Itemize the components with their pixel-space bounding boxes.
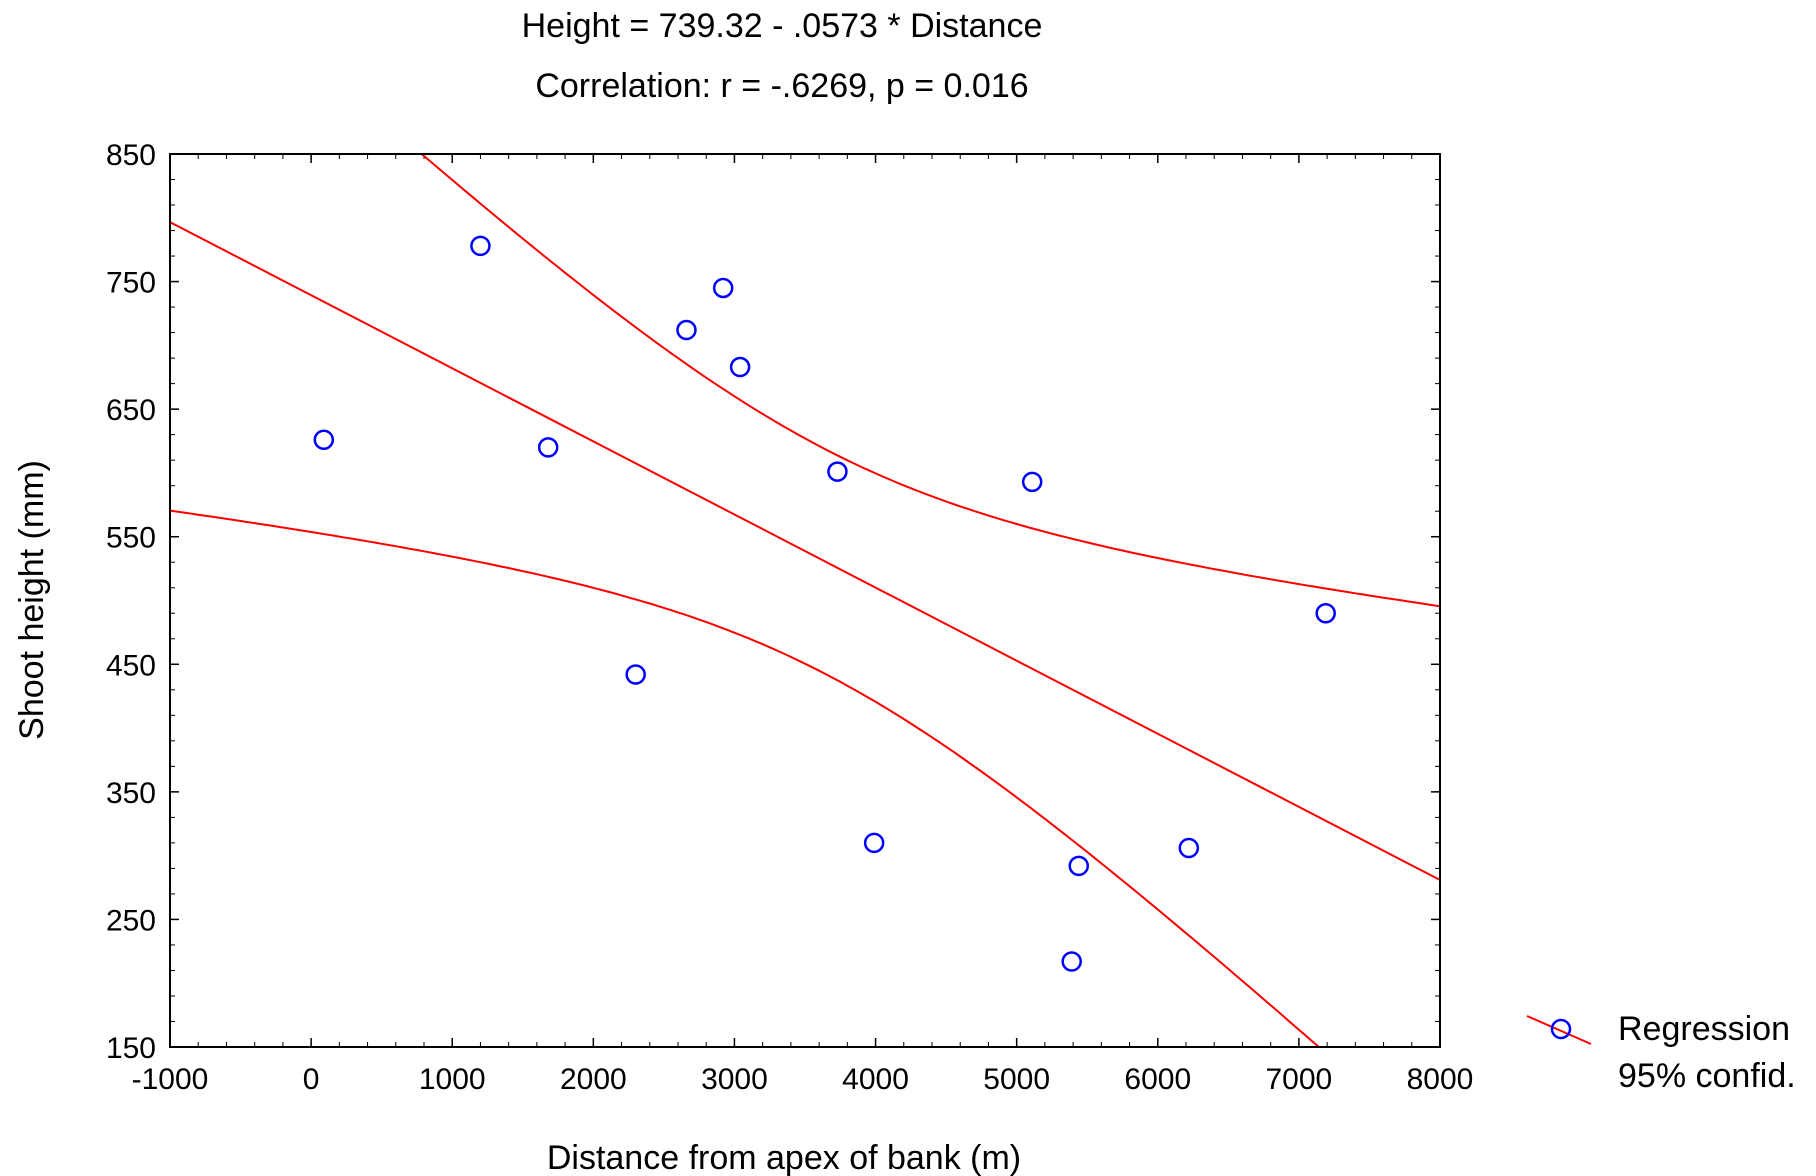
chart-title: Height = 739.32 - .0573 * Distance bbox=[522, 7, 1043, 45]
data-point bbox=[1178, 837, 1200, 859]
x-axis-label: Distance from apex of bank (m) bbox=[547, 1139, 1021, 1176]
x-tick-label: 6000 bbox=[1124, 1063, 1191, 1096]
data-point bbox=[1061, 951, 1082, 972]
y-tick-label: 350 bbox=[106, 777, 156, 810]
legend-label-regression: Regression bbox=[1618, 1010, 1790, 1048]
y-tick-label: 450 bbox=[106, 649, 156, 682]
legend-marker-sample bbox=[1550, 1018, 1572, 1040]
y-tick-label: 150 bbox=[106, 1032, 156, 1065]
confidence-band-upper bbox=[420, 154, 1440, 608]
data-point bbox=[712, 277, 734, 299]
x-tick-label: 5000 bbox=[983, 1063, 1050, 1096]
x-tick-label: 3000 bbox=[701, 1063, 768, 1096]
x-tick-label: 0 bbox=[303, 1063, 320, 1096]
data-point bbox=[1315, 603, 1336, 624]
data-point bbox=[729, 356, 751, 378]
regression-line bbox=[170, 221, 1440, 881]
data-point bbox=[470, 235, 491, 257]
data-point bbox=[313, 429, 335, 451]
x-tick-label: 2000 bbox=[560, 1063, 627, 1096]
data-point bbox=[676, 319, 697, 341]
legend: Regression 95% confid. bbox=[1526, 1010, 1796, 1095]
x-tick-label: -1000 bbox=[132, 1063, 209, 1096]
plot-frame bbox=[169, 153, 1441, 1048]
y-tick-label: 750 bbox=[106, 267, 156, 300]
data-point bbox=[537, 437, 559, 458]
data-point bbox=[1021, 471, 1043, 493]
y-tick-label: 650 bbox=[106, 394, 156, 427]
chart-subtitle: Correlation: r = -.6269, p = 0.016 bbox=[535, 67, 1028, 105]
data-point bbox=[1068, 855, 1090, 877]
x-tick-label: 8000 bbox=[1407, 1063, 1474, 1096]
confidence-band-lower bbox=[170, 509, 1321, 1047]
x-tick-label: 7000 bbox=[1266, 1063, 1333, 1096]
x-tick-label: 4000 bbox=[842, 1063, 909, 1096]
y-tick-label: 250 bbox=[106, 904, 156, 937]
data-point bbox=[625, 664, 646, 685]
legend-label-confidence: 95% confid. bbox=[1618, 1057, 1796, 1095]
x-tick-label: 1000 bbox=[419, 1063, 486, 1096]
y-axis-label: Shoot height (mm) bbox=[13, 460, 51, 740]
y-tick-label: 850 bbox=[106, 139, 156, 172]
data-point bbox=[827, 461, 848, 482]
data-point bbox=[863, 832, 885, 854]
legend-line-sample bbox=[1526, 1015, 1592, 1045]
y-tick-label: 550 bbox=[106, 522, 156, 555]
